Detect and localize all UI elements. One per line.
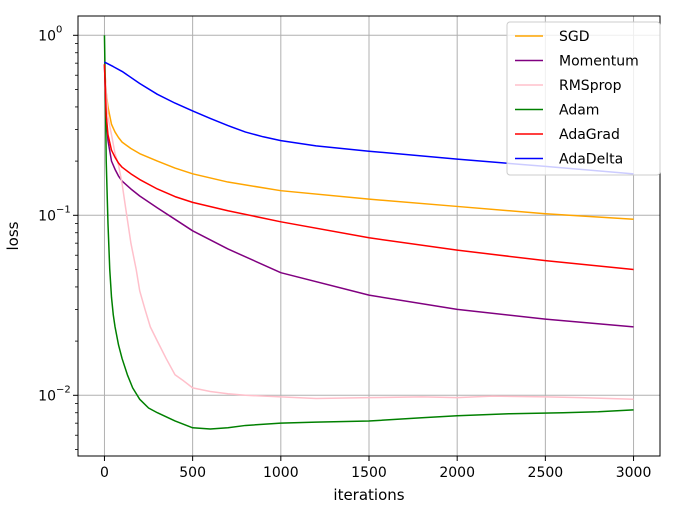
legend-label: Momentum	[559, 54, 639, 70]
legend-label: SGD	[559, 29, 590, 45]
y-tick-exponent: −2	[56, 384, 71, 395]
y-tick-base: 10	[38, 208, 56, 224]
y-tick-base: 10	[38, 28, 56, 44]
y-axis-label: loss	[4, 221, 22, 250]
x-tick-label: 500	[179, 465, 206, 481]
legend-label: AdaGrad	[559, 127, 620, 143]
legend: SGD Momentum RMSprop Adam AdaGrad AdaDelta	[506, 21, 661, 176]
y-tick-base: 10	[38, 388, 56, 404]
x-tick-label: 2000	[439, 465, 475, 481]
legend-item: AdaGrad	[515, 127, 620, 143]
x-tick-label: 2500	[528, 465, 564, 481]
legend-item: SGD	[515, 29, 590, 45]
y-tick-label: 10 0	[38, 24, 62, 44]
series-line-adagrad	[103, 64, 634, 271]
legend-label: Adam	[559, 103, 599, 119]
series-line-adadelta	[104, 61, 634, 175]
legend-label: RMSprop	[559, 78, 622, 94]
y-tick-label: 10 −1	[38, 204, 71, 224]
series-line-momentum	[103, 64, 634, 328]
series-line-adam	[103, 35, 634, 430]
x-tick-label: 3000	[616, 465, 652, 481]
series-line-sgd	[103, 64, 634, 221]
x-tick-label: 0	[100, 465, 109, 481]
legend-box	[506, 21, 661, 176]
series-line-rmsprop	[103, 64, 634, 401]
legend-item: AdaDelta	[515, 152, 623, 168]
y-tick-label: 10 −2	[38, 384, 71, 404]
x-axis-label: iterations	[333, 486, 404, 504]
series-lines	[103, 35, 634, 430]
legend-label: AdaDelta	[559, 152, 623, 168]
y-tick-exponent: 0	[56, 24, 62, 35]
legend-item: Adam	[515, 103, 599, 119]
x-axis-ticks: 0 500 1000 1500 2000 2500 3000	[100, 456, 651, 481]
legend-item: Momentum	[515, 54, 639, 70]
x-tick-label: 1500	[351, 465, 387, 481]
x-tick-label: 1000	[263, 465, 299, 481]
y-tick-exponent: −1	[56, 204, 71, 215]
legend-item: RMSprop	[515, 78, 622, 94]
